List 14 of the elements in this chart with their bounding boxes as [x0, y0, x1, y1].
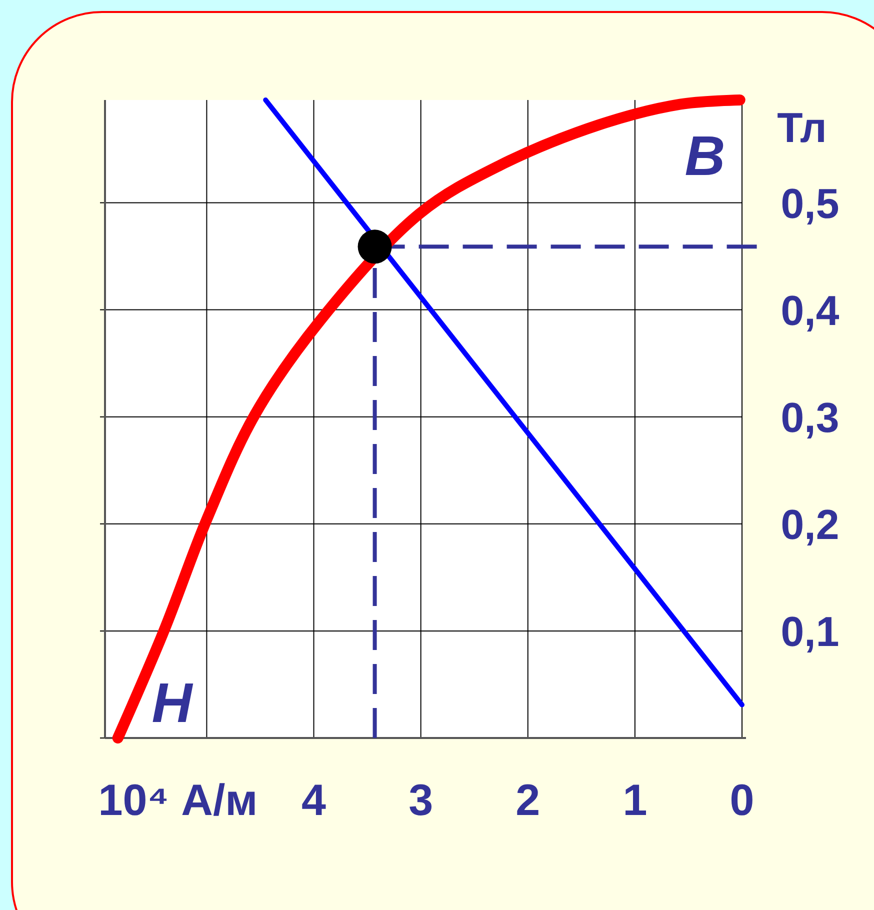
x-tick-label: 4: [302, 776, 327, 825]
x-tick-label: 0: [730, 776, 754, 825]
y-tick-label: 0,5: [780, 180, 840, 227]
x-axis-title: 10⁴ А/м: [98, 776, 258, 825]
y-tick-label: 0,3: [780, 394, 840, 441]
x-tick-label: 3: [408, 776, 434, 825]
y-tick-label: 0,4: [780, 286, 840, 334]
annotation: B: [684, 124, 726, 187]
annotation: H: [152, 671, 194, 734]
y-tick-label: 0,1: [780, 608, 840, 655]
y-tick-label: 0,2: [780, 500, 840, 548]
y-axis-title: Тл: [777, 104, 827, 151]
x-tick-label: 2: [516, 776, 540, 825]
x-tick-label: 1: [622, 776, 648, 825]
